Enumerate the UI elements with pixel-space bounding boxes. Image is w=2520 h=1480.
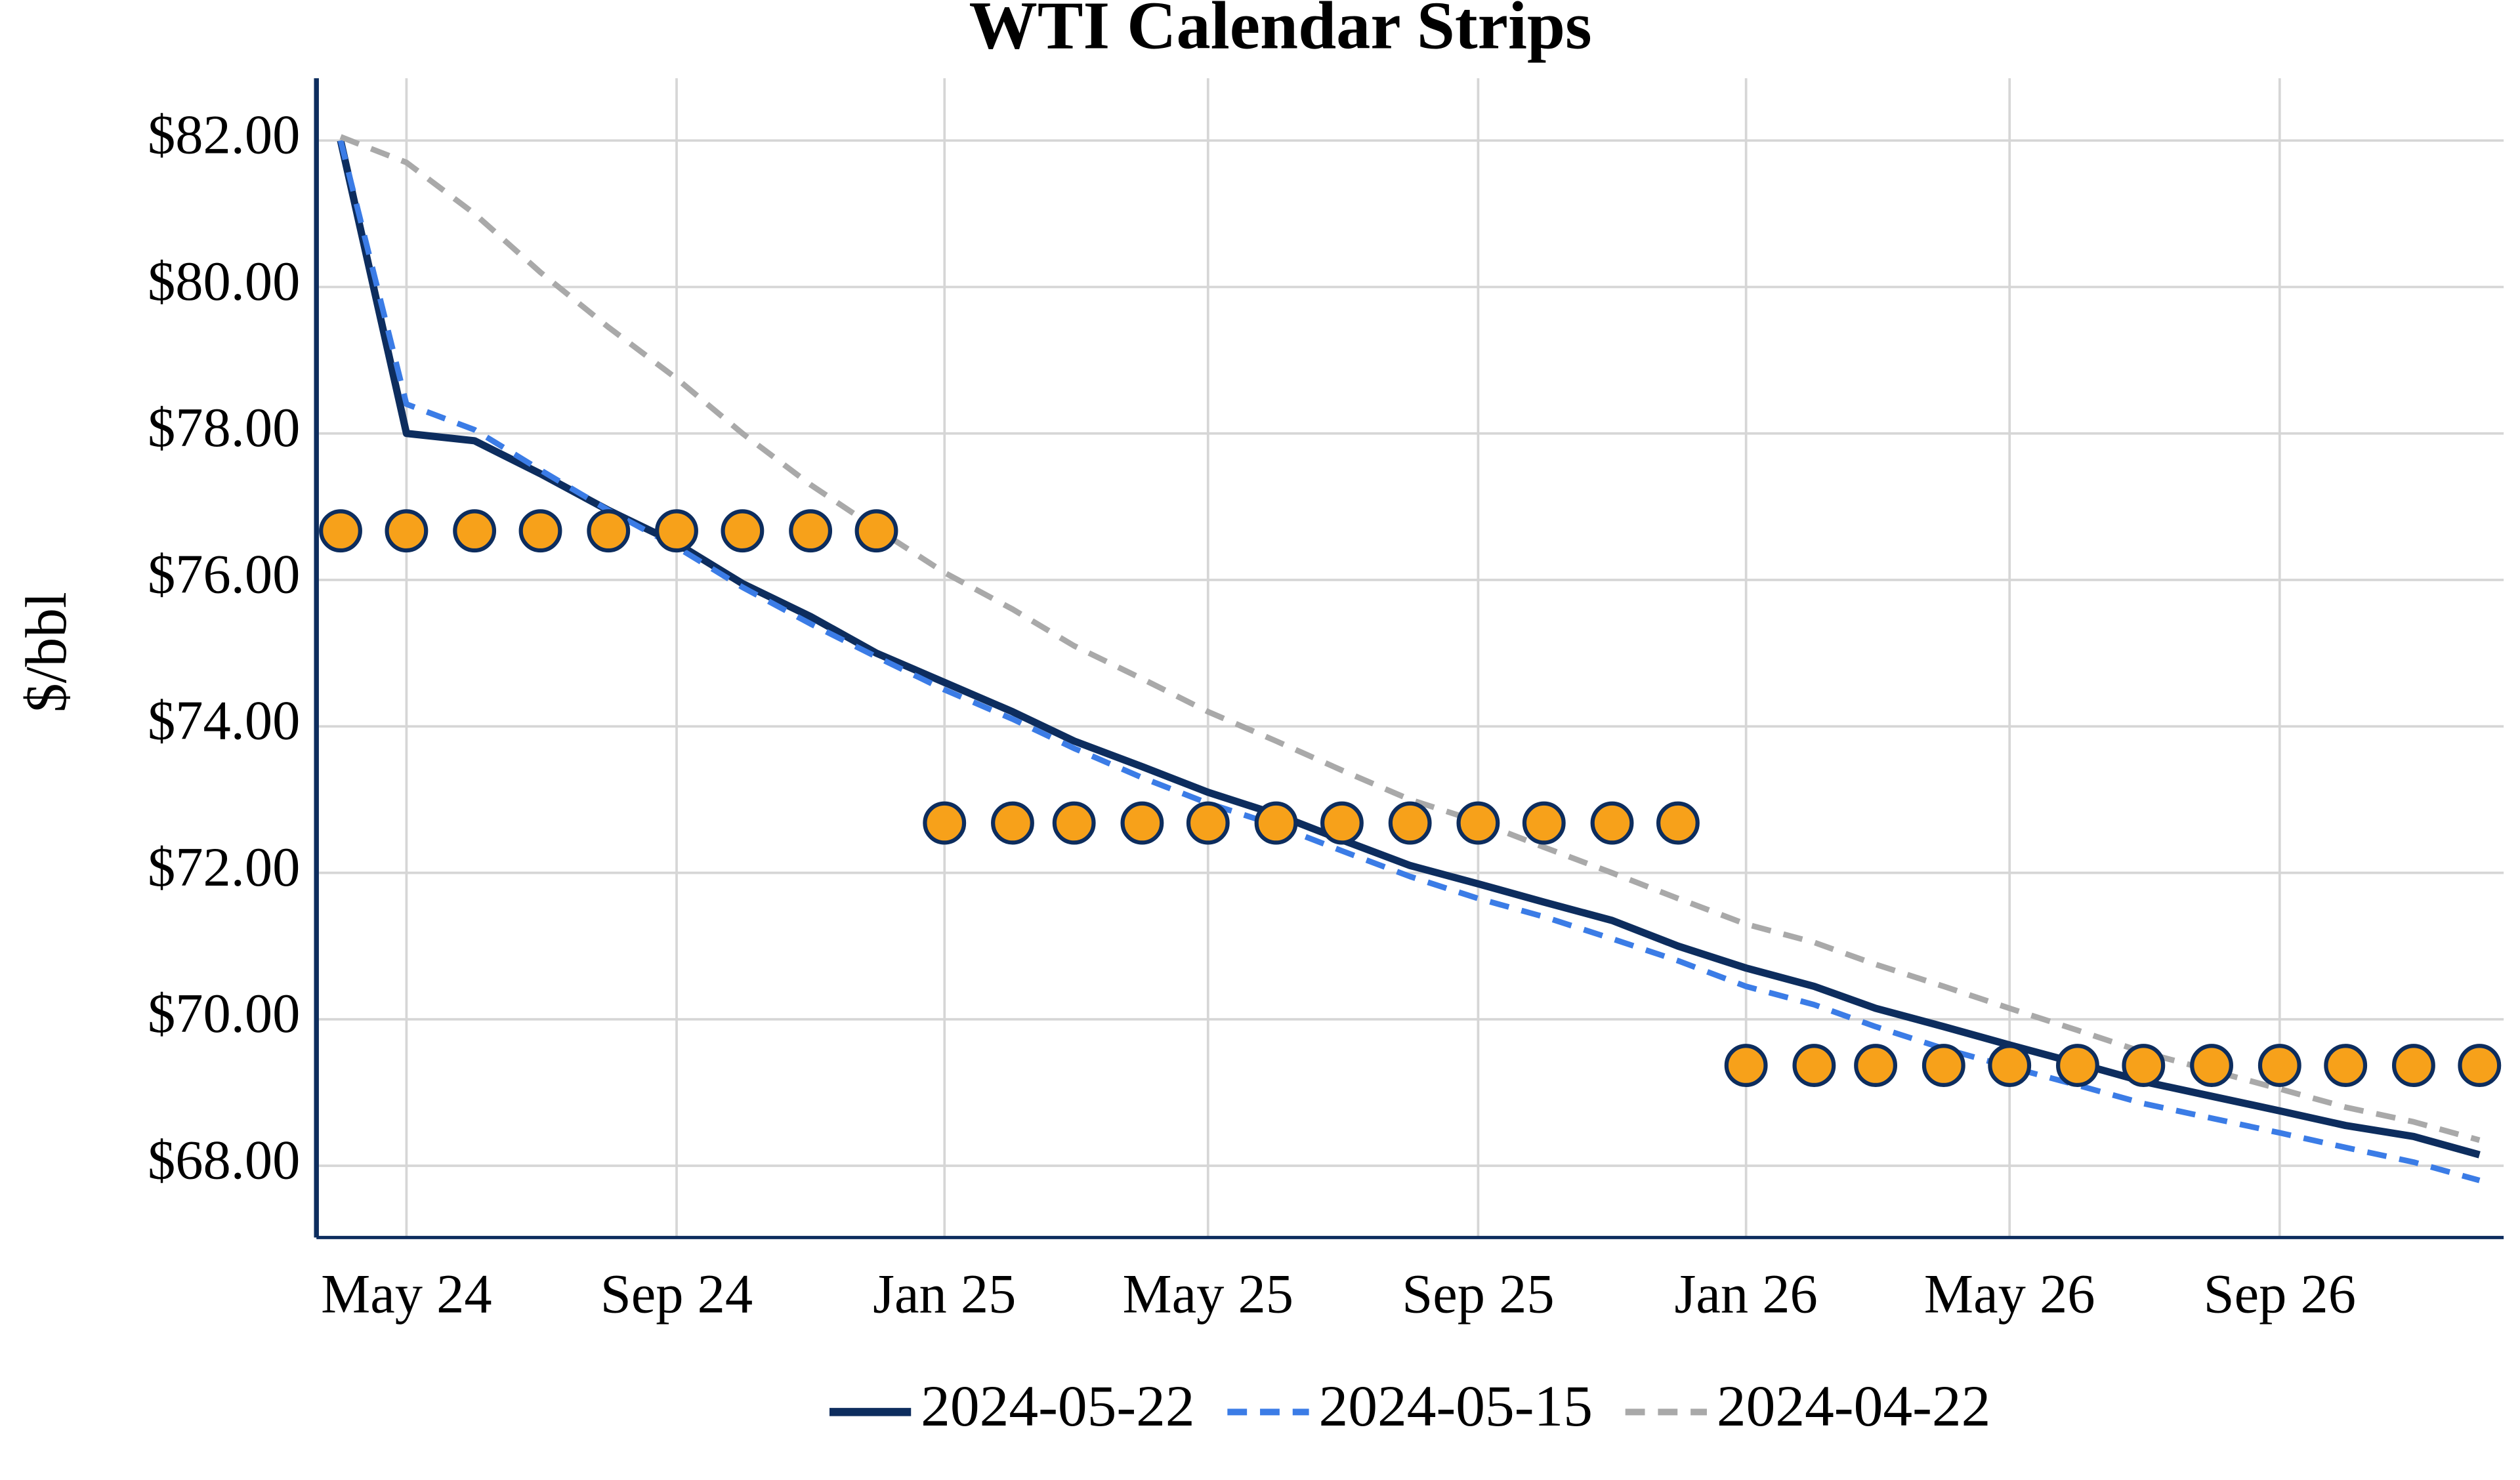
strip-marker	[1254, 801, 1298, 845]
strip-marker	[1854, 1044, 1898, 1088]
legend-label: 2024-04-22	[1717, 1374, 1990, 1439]
legend-label: 2024-05-15	[1319, 1374, 1593, 1439]
y-tick-label: $82.00	[148, 105, 300, 166]
strip-marker	[1724, 1044, 1768, 1088]
y-tick-label: $76.00	[148, 544, 300, 605]
strip-marker	[2056, 1044, 2099, 1088]
strip-marker	[319, 509, 362, 553]
x-tick-label: Sep 25	[1402, 1264, 1554, 1325]
x-tick-label: May 26	[1924, 1264, 2095, 1325]
y-tick-label: $78.00	[148, 398, 300, 459]
x-tick-label: Jan 25	[873, 1264, 1016, 1325]
legend-label: 2024-05-22	[921, 1374, 1194, 1439]
strip-marker	[2458, 1044, 2502, 1088]
strip-marker	[1792, 1044, 1836, 1088]
x-tick-label: Sep 24	[600, 1264, 753, 1325]
strip-marker	[1922, 1044, 1965, 1088]
y-tick-label: $80.00	[148, 251, 300, 312]
strip-marker	[1590, 801, 1634, 845]
y-tick-label: $72.00	[148, 837, 300, 898]
strip-marker	[2258, 1044, 2301, 1088]
strip-marker	[721, 509, 765, 553]
strip-marker	[385, 509, 429, 553]
strip-marker	[1120, 801, 1164, 845]
x-tick-label: May 25	[1123, 1264, 1294, 1325]
strip-marker	[1388, 801, 1432, 845]
x-tick-label: May 24	[321, 1264, 492, 1325]
y-tick-label: $68.00	[148, 1130, 300, 1191]
strip-marker	[2190, 1044, 2233, 1088]
strip-marker	[991, 801, 1034, 845]
strip-marker	[1656, 801, 1700, 845]
y-tick-label: $74.00	[148, 691, 300, 752]
strip-marker	[1052, 801, 1096, 845]
strip-marker	[2391, 1044, 2435, 1088]
strip-marker	[1988, 1044, 2032, 1088]
series-line	[337, 140, 2481, 1183]
strip-marker	[518, 509, 562, 553]
x-tick-label: Sep 26	[2204, 1264, 2356, 1325]
strip-marker	[1186, 801, 1230, 845]
y-tick-label: $70.00	[148, 983, 300, 1044]
strip-marker	[854, 509, 898, 553]
strip-marker	[1456, 801, 1500, 845]
strip-marker	[1320, 801, 1364, 845]
y-axis-label: $/bbl	[14, 592, 79, 712]
x-tick-label: Jan 26	[1675, 1264, 1818, 1325]
strip-marker	[2324, 1044, 2368, 1088]
strip-marker	[1522, 801, 1566, 845]
series-line	[337, 139, 2481, 1159]
strip-marker	[789, 509, 833, 553]
strip-marker	[453, 509, 497, 553]
chart-title: WTI Calendar Strips	[969, 0, 1591, 64]
strip-marker	[923, 801, 967, 845]
strip-marker	[2122, 1044, 2166, 1088]
strip-marker	[587, 509, 631, 553]
strip-marker	[655, 509, 698, 553]
